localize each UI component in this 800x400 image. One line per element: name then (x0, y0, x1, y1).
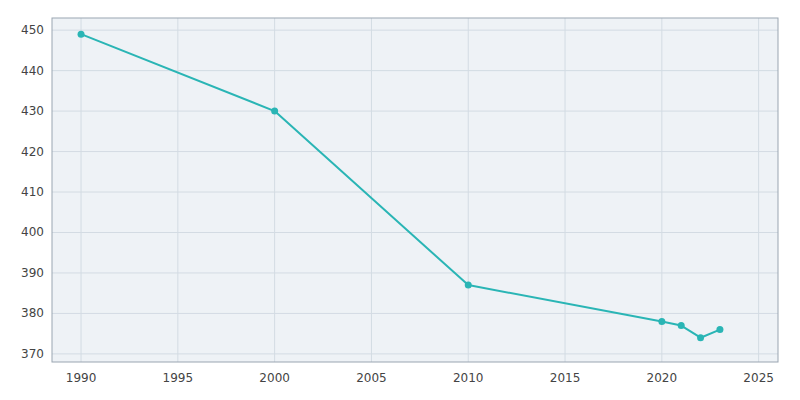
grid (52, 18, 778, 362)
x-tick-label: 1990 (66, 371, 97, 385)
line (81, 34, 720, 338)
y-grid-line (52, 232, 778, 233)
y-tick-label: 430 (21, 104, 44, 118)
y-grid-line (52, 313, 778, 314)
series (78, 31, 724, 342)
chart-container: 1990 1995 2000 2005 2010 2015 2020 2025 370 380 39… (0, 0, 800, 400)
chart: 1990 1995 2000 2005 2010 2015 2020 2025 370 380 39… (0, 0, 800, 400)
x-tick-label: 2000 (259, 371, 290, 385)
y-grid-line (52, 111, 778, 112)
x-grid-line (565, 18, 566, 362)
y-grid-line (52, 192, 778, 193)
x-tick-label: 2010 (453, 371, 484, 385)
y-grid-line (52, 353, 778, 354)
y-tick-label: 450 (21, 23, 44, 37)
y-grid-line (52, 70, 778, 71)
point (465, 282, 472, 289)
x-grid-line (81, 18, 82, 362)
x-grid-line (661, 18, 662, 362)
x-grid-line (274, 18, 275, 362)
point (697, 334, 704, 341)
point (271, 108, 278, 115)
x-grid-line (468, 18, 469, 362)
y-tick-label: 370 (21, 347, 44, 361)
plot-background (52, 18, 778, 362)
y-tick-label: 440 (21, 64, 44, 78)
point (658, 318, 665, 325)
x-tick-label: 2020 (647, 371, 678, 385)
y-grid-line (52, 151, 778, 152)
point (716, 326, 723, 333)
y-grid-line (52, 30, 778, 31)
x-grid-line (758, 18, 759, 362)
x-tick-label: 1995 (163, 371, 194, 385)
y-tick-label: 410 (21, 185, 44, 199)
tick-labels: 1990 1995 2000 2005 2010 2015 2020 2025 370 380 39… (21, 23, 774, 385)
y-tick-label: 390 (21, 266, 44, 280)
x-tick-label: 2015 (550, 371, 581, 385)
x-grid-line (177, 18, 178, 362)
x-grid-line (371, 18, 372, 362)
point (78, 31, 85, 38)
point (678, 322, 685, 329)
y-tick-label: 380 (21, 306, 44, 320)
y-grid-line (52, 272, 778, 273)
x-tick-label: 2025 (743, 371, 774, 385)
y-tick-label: 400 (21, 225, 44, 239)
y-tick-label: 420 (21, 145, 44, 159)
plot-frame (52, 18, 778, 362)
x-tick-label: 2005 (356, 371, 387, 385)
